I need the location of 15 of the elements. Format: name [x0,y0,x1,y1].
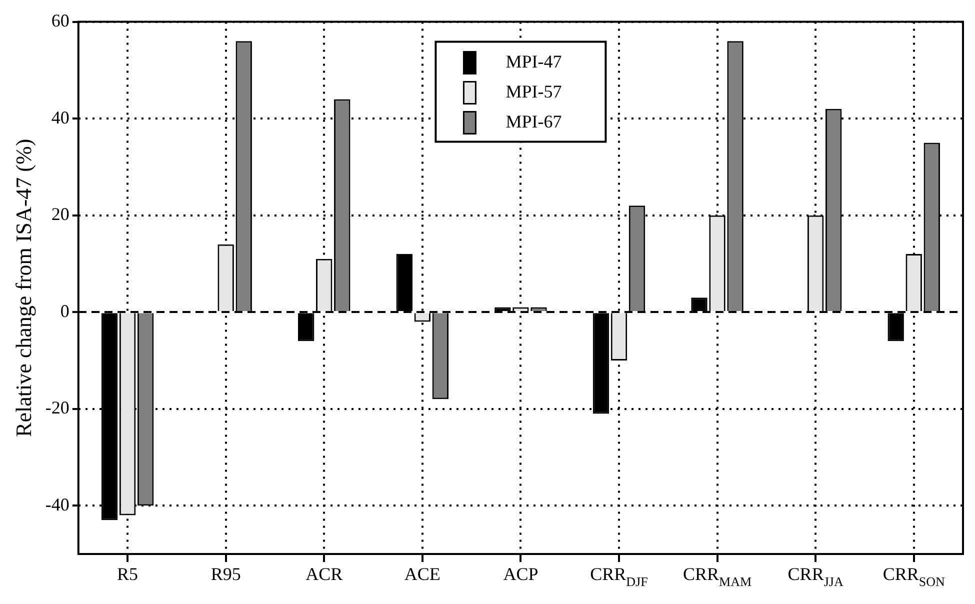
y-tick-label: -20 [45,398,70,418]
x-tick-label: ACE [404,564,440,584]
y-axis-title: Relative change from ISA-47 (%) [10,138,36,437]
x-tick-label: ACP [503,564,538,584]
x-tick-label: R5 [117,564,138,584]
legend-label: MPI-47 [506,52,562,72]
y-tick-label: 20 [51,204,70,224]
y-tick-label: 0 [60,300,70,321]
legend-label: MPI-57 [506,82,562,102]
x-tick-label: ACR [306,564,343,584]
y-tick-label: 40 [51,107,70,128]
y-tick-label: 60 [51,10,70,31]
y-tick-label: -40 [45,494,70,514]
legend-label: MPI-67 [506,112,562,132]
x-tick-label: R95 [210,564,241,584]
